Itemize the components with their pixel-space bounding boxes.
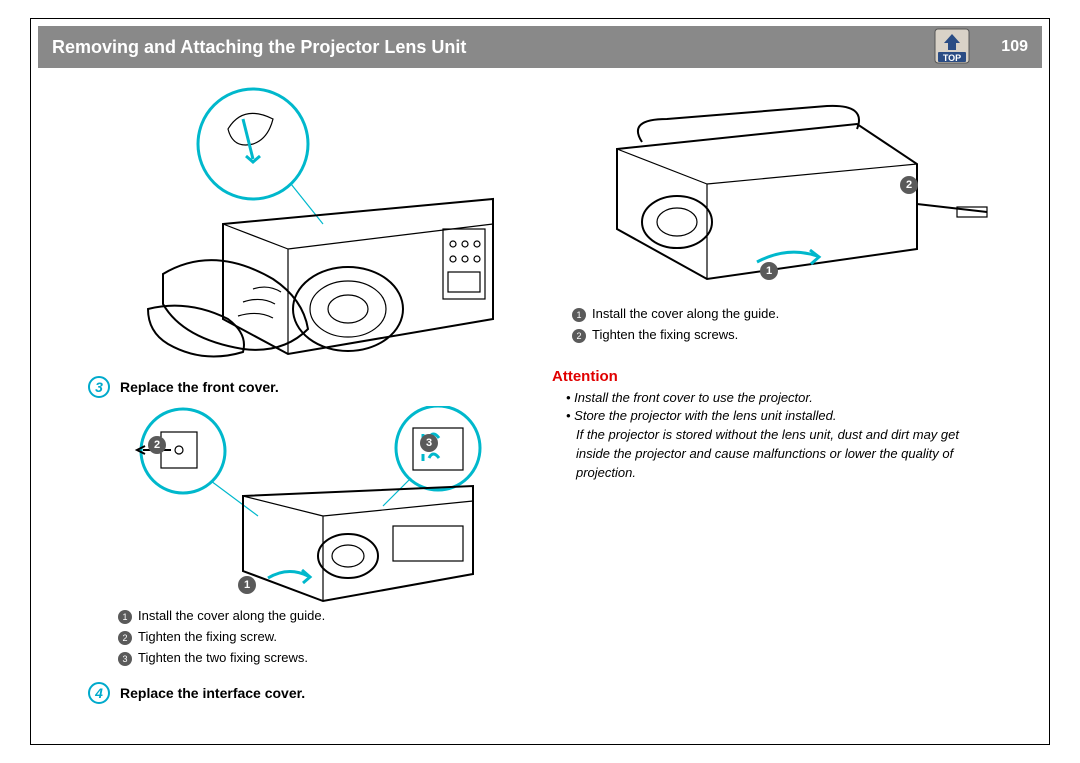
step-4-row: 4 Replace the interface cover. (88, 682, 518, 704)
content-area: 3 Replace the front cover. (38, 74, 1042, 737)
header-title: Removing and Attaching the Projector Len… (52, 37, 466, 58)
sub-rb: 2Tighten the fixing screws. (572, 325, 1012, 346)
callout-2: 2 (148, 436, 166, 454)
step-3-sublist: 1Install the cover along the guide. 2Tig… (118, 606, 518, 668)
header-bar: Removing and Attaching the Projector Len… (38, 26, 1042, 68)
top-label: TOP (934, 53, 970, 63)
step-3-row: 3 Replace the front cover. (88, 376, 518, 398)
step-3-badge: 3 (88, 376, 110, 398)
right-sublist: 1Install the cover along the guide. 2Tig… (572, 304, 1012, 346)
illustration-interface-cover: 1 2 (542, 94, 1012, 294)
sub-3b: 2Tighten the fixing screw. (118, 627, 518, 648)
attention-line-4: inside the projector and cause malfuncti… (566, 445, 1012, 483)
attention-line-3: If the projector is stored without the l… (566, 426, 1012, 445)
attention-line-2: • Store the projector with the lens unit… (566, 407, 1012, 426)
top-icon[interactable]: TOP (934, 28, 970, 64)
page-number: 109 (1001, 38, 1028, 56)
step-4-text: Replace the interface cover. (120, 685, 305, 701)
callout-3: 3 (420, 434, 438, 452)
attention-line-1: • Install the front cover to use the pro… (566, 389, 1012, 408)
attention-title: Attention (552, 368, 1012, 385)
right-column: 1 2 1Install the cover along the guide. … (542, 94, 1012, 483)
callout-r1: 1 (760, 262, 778, 280)
illustration-lens-insert (88, 84, 518, 364)
sub-3c: 3Tighten the two fixing screws. (118, 648, 518, 669)
left-column: 3 Replace the front cover. (88, 84, 518, 712)
attention-body: • Install the front cover to use the pro… (566, 389, 1012, 483)
sub-ra: 1Install the cover along the guide. (572, 304, 1012, 325)
step-3-text: Replace the front cover. (120, 379, 279, 395)
callout-r2: 2 (900, 176, 918, 194)
step-4-badge: 4 (88, 682, 110, 704)
illustration-front-cover: 2 3 1 (88, 406, 518, 606)
callout-1: 1 (238, 576, 256, 594)
sub-3a: 1Install the cover along the guide. (118, 606, 518, 627)
